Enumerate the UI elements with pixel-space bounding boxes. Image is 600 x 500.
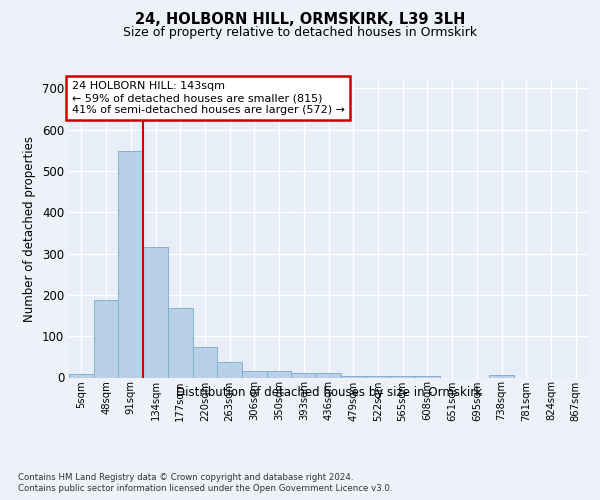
Bar: [143, 248, 168, 378]
Text: Contains public sector information licensed under the Open Government Licence v3: Contains public sector information licen…: [18, 484, 392, 493]
Bar: [69, 374, 94, 378]
Text: 24, HOLBORN HILL, ORMSKIRK, L39 3LH: 24, HOLBORN HILL, ORMSKIRK, L39 3LH: [135, 12, 465, 28]
Bar: [390, 376, 415, 378]
Bar: [168, 308, 193, 378]
Bar: [118, 152, 143, 378]
Bar: [193, 346, 217, 378]
Bar: [365, 376, 390, 378]
Bar: [341, 376, 365, 378]
Bar: [217, 362, 242, 378]
Text: Size of property relative to detached houses in Ormskirk: Size of property relative to detached ho…: [123, 26, 477, 39]
Bar: [242, 372, 267, 378]
Bar: [94, 300, 118, 378]
Text: 24 HOLBORN HILL: 143sqm
← 59% of detached houses are smaller (815)
41% of semi-d: 24 HOLBORN HILL: 143sqm ← 59% of detache…: [71, 82, 344, 114]
Bar: [415, 376, 440, 378]
Text: Contains HM Land Registry data © Crown copyright and database right 2024.: Contains HM Land Registry data © Crown c…: [18, 472, 353, 482]
Bar: [316, 374, 341, 378]
Bar: [489, 376, 514, 378]
Text: Distribution of detached houses by size in Ormskirk: Distribution of detached houses by size …: [176, 386, 482, 399]
Y-axis label: Number of detached properties: Number of detached properties: [23, 136, 37, 322]
Bar: [292, 374, 316, 378]
Bar: [267, 372, 292, 378]
